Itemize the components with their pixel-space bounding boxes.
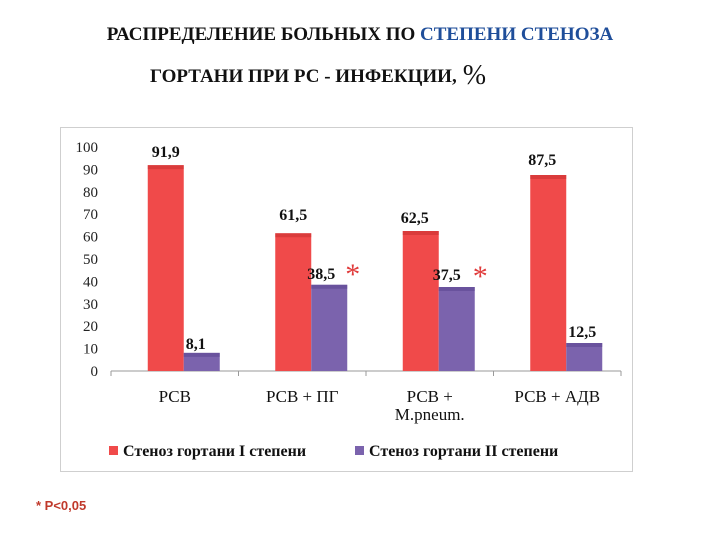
title-part-black: РАСПРЕДЕЛЕНИЕ БОЛЬНЫХ ПО xyxy=(106,24,421,45)
significance-star: * xyxy=(345,258,360,291)
data-label: 12,5 xyxy=(568,324,596,341)
data-label: 37,5 xyxy=(433,267,461,284)
legend-label-2: Стеноз гортани II степени xyxy=(369,443,558,460)
bar-2-2 xyxy=(311,284,348,371)
bar-2-4 xyxy=(566,343,603,371)
data-label: 38,5 xyxy=(307,266,335,283)
legend-swatch-2 xyxy=(355,446,364,455)
bar-top-shade xyxy=(530,175,567,179)
chart-area: 0 10 20 30 40 50 60 70 80 90 100 91,9 61,5 62,5 87,5 8,… xyxy=(60,127,633,472)
x-category-label: РСВ + ПГ xyxy=(266,387,339,406)
y-tick-label: 90 xyxy=(83,162,98,178)
bar-1-3 xyxy=(402,231,439,371)
bar-top-shade xyxy=(311,284,348,289)
x-category-label: РСВ xyxy=(159,387,191,406)
x-category-label: РСВ + АДВ xyxy=(514,387,600,406)
y-tick-label: 30 xyxy=(83,297,98,313)
x-category-label: РСВ + xyxy=(407,387,453,406)
bar-2-1 xyxy=(183,352,220,371)
data-label: 61,5 xyxy=(279,207,307,224)
chart-title-line-1: РАСПРЕДЕЛЕНИЕ БОЛЬНЫХ ПО СТЕПЕНИ СТЕНОЗА xyxy=(0,24,720,46)
legend-swatch-1 xyxy=(109,446,118,455)
bar-top-shade xyxy=(402,231,439,235)
bar-top-shade xyxy=(438,287,475,291)
y-tick-label: 10 xyxy=(83,342,98,358)
bar-top-shade xyxy=(147,165,184,170)
title-part-highlight: СТЕПЕНИ СТЕНОЗА xyxy=(420,24,614,45)
y-tick-label: 80 xyxy=(83,185,98,201)
data-label: 62,5 xyxy=(401,210,429,227)
title-line-2-text: ГОРТАНИ ПРИ РС - ИНФЕКЦИИ, xyxy=(150,66,457,87)
bar-1-1 xyxy=(147,165,184,371)
significance-star: * xyxy=(473,260,488,293)
y-tick-label: 0 xyxy=(91,364,99,380)
x-category-label: М.pneum. xyxy=(395,405,465,424)
bar-1-2 xyxy=(275,233,312,371)
y-tick-label: 60 xyxy=(83,230,98,246)
y-tick-label: 50 xyxy=(83,252,98,268)
legend-label-1: Стеноз гортани I степени xyxy=(123,443,306,460)
bar-top-shade xyxy=(183,352,220,357)
bar-chart: 0 10 20 30 40 50 60 70 80 90 100 91,9 61,5 62,5 87,5 8,… xyxy=(76,140,622,460)
y-tick-label: 100 xyxy=(76,140,99,156)
title-unit: % xyxy=(462,60,487,91)
chart-title-line-2: ГОРТАНИ ПРИ РС - ИНФЕКЦИИ,% xyxy=(150,60,486,92)
y-tick-label: 70 xyxy=(83,207,98,223)
data-label: 8,1 xyxy=(186,336,206,353)
y-tick-label: 40 xyxy=(83,274,98,290)
bar-1-4 xyxy=(530,175,567,371)
bar-top-shade xyxy=(275,233,312,238)
bar-top-shade xyxy=(566,343,603,347)
footnote-significance: * P<0,05 xyxy=(36,498,87,513)
data-label: 91,9 xyxy=(152,144,180,161)
y-tick-label: 20 xyxy=(83,319,98,335)
data-label: 87,5 xyxy=(528,152,556,169)
bar-2-3 xyxy=(438,287,475,371)
